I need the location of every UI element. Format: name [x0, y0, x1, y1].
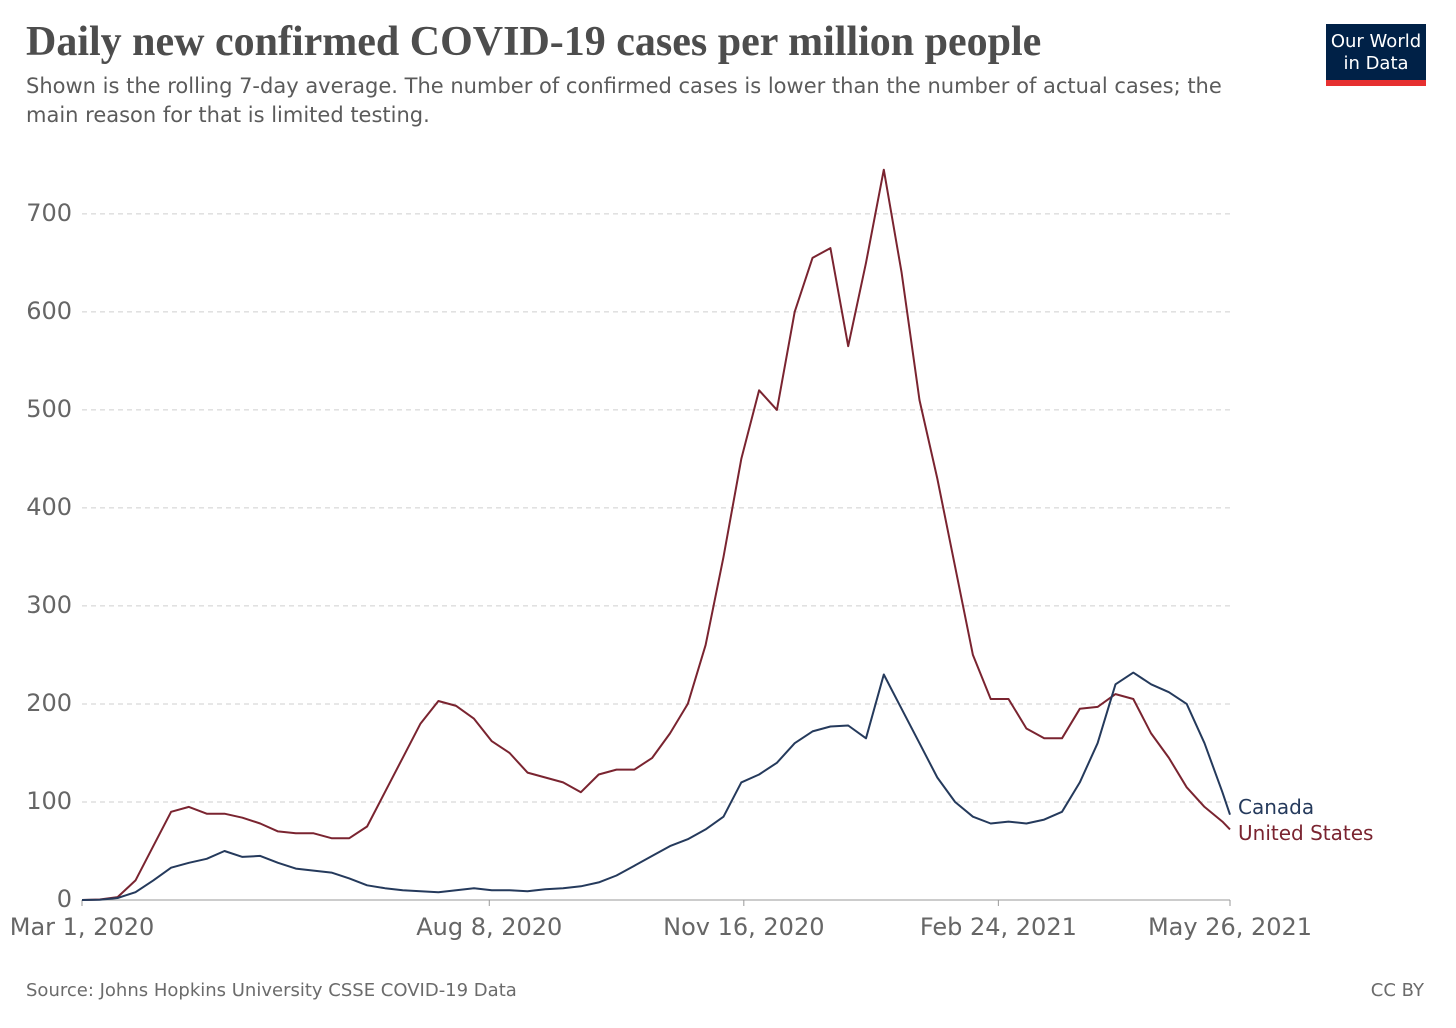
y-tick-label: 0: [57, 885, 72, 913]
license: CC BY: [1371, 980, 1425, 1001]
chart-title: Daily new confirmed COVID-19 cases per m…: [26, 19, 1042, 65]
y-tick-label: 400: [26, 493, 72, 521]
y-tick-label: 700: [26, 199, 72, 227]
chart-subtitle: Shown is the rolling 7-day average. The …: [26, 74, 1222, 127]
logo-box: [1326, 24, 1426, 80]
y-tick-label: 200: [26, 689, 72, 717]
logo-text: in Data: [1343, 53, 1408, 74]
y-tick-label: 500: [26, 395, 72, 423]
series-line: [81, 671, 1231, 901]
logo-text: Our World: [1331, 31, 1421, 52]
legend-label: United States: [1238, 821, 1373, 845]
x-tick-label: Nov 16, 2020: [663, 913, 824, 941]
y-tick-label: 100: [26, 787, 72, 815]
x-tick-label: May 26, 2021: [1148, 913, 1312, 941]
y-tick-label: 600: [26, 297, 72, 325]
series-line: [81, 168, 1231, 901]
source-note: Source: Johns Hopkins University CSSE CO…: [26, 980, 517, 1001]
y-tick-label: 300: [26, 591, 72, 619]
x-tick-label: Aug 8, 2020: [416, 913, 562, 941]
logo-bar: [1326, 80, 1426, 86]
legend-label: Canada: [1238, 795, 1314, 819]
x-tick-label: Mar 1, 2020: [10, 913, 155, 941]
x-tick-label: Feb 24, 2021: [920, 913, 1077, 941]
